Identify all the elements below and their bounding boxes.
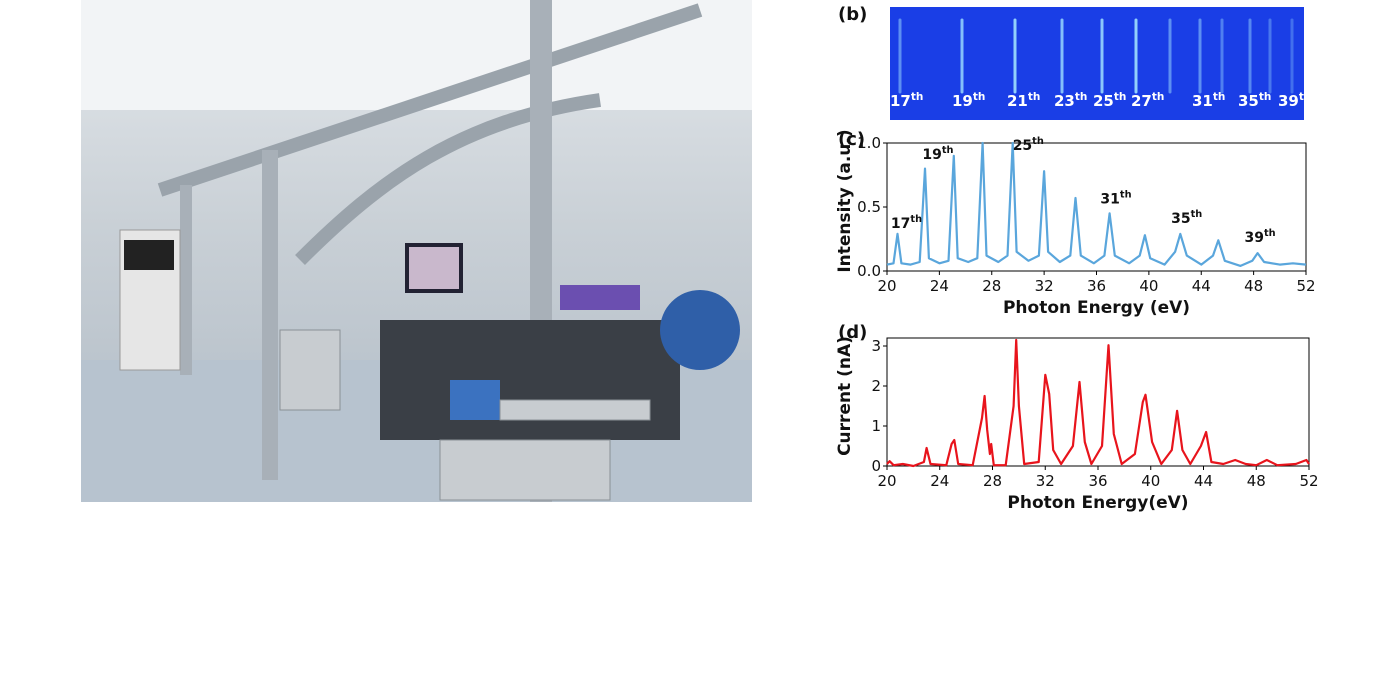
y-tick-label: 1 [871,417,881,435]
peak-annotation-suffix: th [910,214,922,225]
data-line [886,338,1310,468]
panel-label: (b) [838,4,867,25]
harmonic-label-suffix: th [911,91,924,103]
lab-photo [81,0,752,502]
x-tick-label: 20 [877,472,896,490]
harmonic-label: 19th [952,91,985,110]
x-axis-label: Photon Energy(eV) [1007,493,1188,513]
peak-annotation: 25th [1013,136,1044,154]
x-tick-label: 24 [930,472,949,490]
x-tick-label: 28 [983,472,1002,490]
harmonic-label-number: 17 [890,92,911,110]
x-tick-label: 48 [1244,277,1263,295]
x-axis-label: Photon Energy (eV) [1003,298,1190,318]
detector-image [890,7,1304,120]
peak-annotation: 35th [1171,209,1202,227]
harmonic-label: 17th [890,91,923,110]
x-tick-label: 52 [1296,277,1315,295]
peak-annotation-number: 31 [1100,192,1119,208]
peak-annotation-number: 35 [1171,211,1190,227]
y-tick-label: 2 [871,377,881,395]
x-tick-label: 32 [1035,277,1054,295]
y-axis-label: Intensity (a.u.) [835,129,855,272]
y-tick-label: 3 [871,337,881,355]
harmonic-label: 21th [1007,91,1040,110]
harmonic-label: 27th [1131,91,1164,110]
peak-annotation: 19th [922,145,953,163]
x-tick-label: 20 [877,277,896,295]
harmonic-label-suffix: th [1299,91,1312,103]
harmonic-label: 25th [1093,91,1126,110]
x-tick-label: 44 [1194,472,1213,490]
harmonic-label: 39th [1278,91,1311,110]
panel-label: (d) [838,322,867,343]
y-axis-label: Current (nA) [835,336,855,456]
peak-annotation-suffix: th [1120,190,1132,201]
y-tick-label: 0.5 [857,198,881,216]
harmonic-label-number: 35 [1238,92,1259,110]
y-tick-label: 0.0 [857,262,881,280]
x-tick-label: 28 [982,277,1001,295]
x-tick-label: 32 [1036,472,1055,490]
peak-annotation-suffix: th [1032,136,1044,147]
peak-annotation-suffix: th [1191,209,1203,220]
harmonic-label-number: 21 [1007,92,1028,110]
x-tick-label: 36 [1087,277,1106,295]
harmonic-label-suffix: th [1114,91,1127,103]
harmonic-label: 23th [1054,91,1087,110]
harmonic-label: 35th [1238,91,1271,110]
harmonic-label-suffix: th [1213,91,1226,103]
x-tick-label: 36 [1088,472,1107,490]
x-tick-label: 48 [1247,472,1266,490]
peak-annotation-suffix: th [1264,228,1276,239]
harmonic-label-suffix: th [973,91,986,103]
panel-label: (c) [838,129,865,150]
x-tick-label: 40 [1141,472,1160,490]
harmonic-label-number: 19 [952,92,973,110]
harmonic-label-suffix: th [1075,91,1088,103]
peak-annotation: 31th [1100,190,1131,208]
y-tick-label: 0 [871,457,881,475]
peak-annotation: 39th [1244,228,1275,246]
harmonic-label-number: 31 [1192,92,1213,110]
harmonic-label-number: 25 [1093,92,1114,110]
harmonic-label-number: 27 [1131,92,1152,110]
y-tick-label: 1.0 [857,134,881,152]
harmonic-label: 31th [1192,91,1225,110]
peak-annotation-number: 17 [891,216,910,232]
harmonic-label-number: 39 [1278,92,1299,110]
harmonic-label-suffix: th [1152,91,1165,103]
peak-annotation-number: 19 [922,147,941,163]
harmonic-label-suffix: th [1028,91,1041,103]
x-tick-label: 40 [1139,277,1158,295]
peak-annotation-number: 25 [1013,138,1032,154]
x-tick-label: 52 [1299,472,1318,490]
harmonic-label-number: 23 [1054,92,1075,110]
data-line [886,141,1307,267]
peak-annotation: 17th [891,214,922,232]
x-tick-label: 44 [1192,277,1211,295]
x-tick-label: 24 [930,277,949,295]
harmonic-label-suffix: th [1259,91,1272,103]
peak-annotation-number: 39 [1244,230,1263,246]
peak-annotation-suffix: th [942,145,954,156]
